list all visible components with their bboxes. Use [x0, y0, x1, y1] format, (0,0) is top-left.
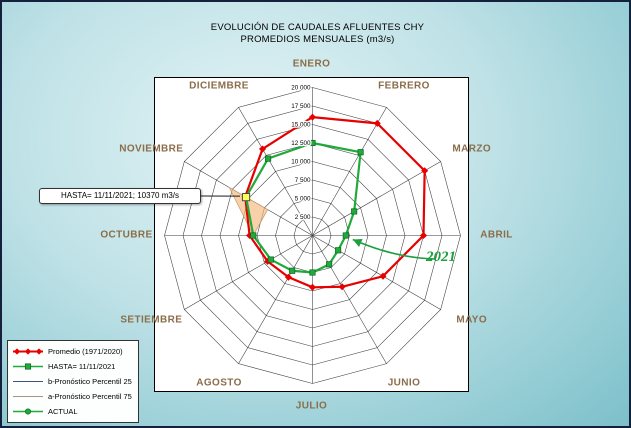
radial-tick-label: 15 000	[291, 122, 311, 129]
radial-tick-label: 12 500	[291, 140, 311, 147]
marker-hasta	[357, 149, 364, 156]
legend-item-pronostico-p25: b-Pronóstico Percentil 25	[12, 374, 132, 389]
month-label-enero: ENERO	[292, 58, 331, 69]
legend: Promedio (1971/2020) HASTA= 11/11/2021 b-P…	[7, 340, 139, 423]
marker-promedio	[308, 283, 317, 291]
marker-hasta	[265, 155, 272, 162]
radial-tick-label: 2 500	[295, 214, 311, 221]
legend-rows: Promedio (1971/2020) HASTA= 11/11/2021 b-P…	[12, 344, 132, 419]
legend-icon-actual	[13, 408, 43, 415]
marker-promedio	[419, 231, 428, 240]
month-label-marzo: MARZO	[452, 143, 492, 155]
month-label-noviembre: NOVIEMBRE	[119, 143, 184, 155]
legend-icon-pronostico-p25	[13, 381, 43, 382]
hasta-callout-text: HASTA= 11/11/2021; 10370 m3/s	[60, 191, 180, 200]
month-label-abril: ABRIL	[480, 229, 513, 240]
legend-item-actual: ACTUAL	[12, 404, 132, 419]
legend-icon-hasta	[13, 363, 43, 370]
chart-title-line2: PROMEDIOS MENSUALES (m3/s)	[240, 34, 395, 45]
marker-promedio	[373, 119, 381, 127]
legend-label: a-Pronóstico Percentil 75	[48, 392, 132, 401]
legend-item-pronostico-p75: a-Pronóstico Percentil 75	[12, 389, 132, 404]
radial-tick-label: 20 000	[291, 85, 311, 92]
legend-item-hasta: HASTA= 11/11/2021	[12, 359, 132, 374]
legend-label: b-Pronóstico Percentil 25	[48, 377, 132, 386]
month-label-mayo: MAYO	[456, 314, 488, 326]
grid-spoke	[184, 235, 313, 310]
marker-hasta	[335, 247, 342, 254]
marker-hasta	[250, 232, 257, 239]
marker-hasta	[267, 256, 274, 263]
month-label-julio: JULIO	[295, 400, 328, 411]
radial-tick-label: 17 500	[291, 103, 311, 110]
grid-spoke	[312, 107, 387, 236]
legend-item-promedio: Promedio (1971/2020)	[12, 344, 132, 359]
legend-icon-pronostico-p75	[13, 396, 43, 397]
radial-tick-label: 10 000	[291, 159, 311, 166]
chart-title-line1: EVOLUCIÓN DE CAUDALES AFLUENTES CHY	[210, 22, 425, 33]
month-label-diciembre: DICIEMBRE	[189, 80, 249, 92]
chart-title: EVOLUCIÓN DE CAUDALES AFLUENTES CHY PROM…	[2, 22, 629, 46]
year-annotation: 2021	[426, 249, 456, 265]
month-label-agosto: AGOSTO	[196, 377, 242, 389]
month-label-febrero: FEBRERO	[378, 80, 430, 92]
marker-hasta	[351, 208, 358, 215]
grid-spoke	[312, 235, 387, 364]
grid-spoke	[238, 235, 313, 364]
legend-label: ACTUAL	[48, 407, 78, 416]
month-label-setiembre: SETIEMBRE	[120, 314, 183, 326]
radar-chart: 2 500 5 000 7 500 10 000 12 500 15 000 17 500 2…	[164, 83, 461, 384]
radial-tick-label: 7 500	[295, 177, 311, 184]
radial-tick-label: 5 000	[295, 196, 311, 203]
hasta-callout: HASTA= 11/11/2021; 10370 m3/s	[39, 188, 201, 204]
marker-hasta	[309, 269, 316, 276]
marker-hasta	[309, 139, 316, 147]
grid-spoke	[238, 107, 313, 236]
marker-promedio	[284, 273, 292, 281]
radar-plot-area: 2 500 5 000 7 500 10 000 12 500 15 000 17 500 2…	[154, 77, 469, 392]
grid-spoke	[312, 235, 441, 310]
month-label-octubre: OCTUBRE	[100, 229, 153, 240]
highlight-marker-hasta	[241, 193, 251, 202]
legend-icon-promedio	[13, 348, 43, 355]
marker-hasta	[342, 232, 349, 239]
grid-spoke	[312, 161, 441, 236]
marker-promedio	[308, 113, 317, 121]
month-label-junio: JUNIO	[387, 377, 421, 389]
marker-promedio	[338, 283, 346, 291]
marker-promedio	[421, 167, 429, 175]
legend-label: Promedio (1971/2020)	[48, 347, 123, 356]
marker-hasta	[289, 267, 296, 274]
legend-label: HASTA= 11/11/2021	[48, 362, 116, 371]
marker-hasta	[326, 261, 333, 268]
